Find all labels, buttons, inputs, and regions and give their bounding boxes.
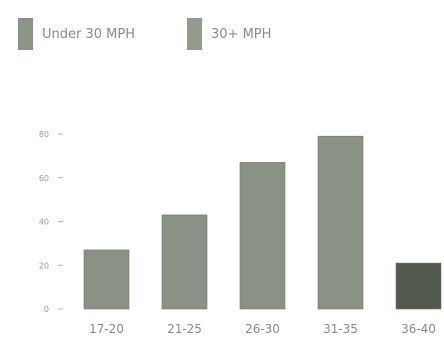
- x-tick-label-36-40: 36-40: [401, 322, 436, 336]
- legend-item-30-mph: 30+ MPH: [187, 18, 271, 50]
- x-tick-label-21-25: 21-25: [167, 322, 202, 336]
- y-tick-label-80: 80: [39, 130, 49, 139]
- legend-swatch-30-mph: [187, 18, 202, 50]
- legend-label-under-30-mph: Under 30 MPH: [42, 27, 135, 42]
- bar-21-25: [161, 214, 208, 310]
- y-tick-label-40: 40: [39, 218, 49, 227]
- x-tick-label-26-30: 26-30: [245, 322, 280, 336]
- bar-36-40: [395, 262, 442, 310]
- y-tick-label-0: 0: [44, 305, 49, 314]
- legend-item-under-30-mph: Under 30 MPH: [18, 18, 135, 50]
- legend-swatch-under-30-mph: [18, 18, 33, 50]
- y-axis: 0 20 40 60 80: [39, 130, 63, 314]
- bar-31-35: [317, 135, 364, 310]
- y-tick-label-20: 20: [39, 261, 49, 270]
- x-tick-label-17-20: 17-20: [89, 322, 124, 336]
- bar-26-30: [239, 162, 286, 310]
- legend: Under 30 MPH 30+ MPH: [18, 18, 271, 50]
- bar-17-20: [83, 249, 130, 310]
- y-tick-label-60: 60: [39, 174, 49, 183]
- bars: [83, 135, 442, 310]
- legend-label-30-mph: 30+ MPH: [211, 27, 271, 42]
- x-tick-label-31-35: 31-35: [323, 322, 358, 336]
- x-axis: 17-20 21-25 26-30 31-35 36-40: [89, 322, 436, 336]
